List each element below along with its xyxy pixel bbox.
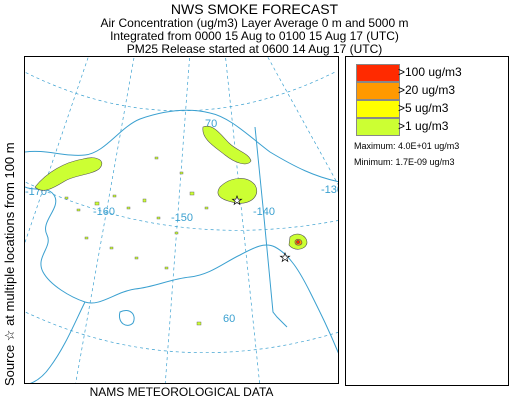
longitude-line-160 (75, 57, 135, 383)
smoke-patch (142, 198, 147, 203)
lon-label-150: -150 (171, 212, 193, 224)
legend-label-20: >20 ug/m3 (398, 83, 456, 97)
alaska-peninsula (30, 301, 86, 383)
smoke-patch (156, 216, 161, 220)
smoke-plume-west (34, 157, 103, 191)
legend-item-100: >100 ug/m3 (356, 64, 506, 82)
legend-item-20: >20 ug/m3 (356, 82, 506, 100)
legend-swatch-1 (356, 118, 400, 136)
smoke-patch (154, 156, 159, 160)
concentration-subtitle: Air Concentration (ug/m3) Layer Average … (100, 16, 409, 30)
source-star-icon (279, 252, 291, 263)
map-canvas: -170 -160 -150 -140 -130 70 60 (25, 57, 339, 383)
smoke-patches (64, 156, 209, 326)
coastline-south (84, 244, 338, 354)
legend-label-100: >100 ug/m3 (398, 65, 462, 79)
smoke-patch (196, 321, 202, 326)
coastline (25, 109, 338, 383)
latitude-line-60 (25, 181, 338, 231)
latitude-line-70 (25, 71, 336, 112)
smoke-patch (134, 256, 139, 260)
smoke-patch (76, 208, 81, 212)
legend-swatch-100 (356, 64, 400, 82)
alaska-canada-border (254, 126, 288, 328)
concentration-legend: >100 ug/m3 >20 ug/m3 >5 ug/m3 >1 ug/m3 M… (345, 56, 509, 386)
smoke-map: -170 -160 -150 -140 -130 70 60 (24, 56, 339, 384)
smoke-patch (112, 194, 117, 198)
map-graticule (25, 57, 338, 383)
smoke-patch (109, 246, 114, 250)
legend-item-5: >5 ug/m3 (356, 100, 506, 118)
lon-label-160: -160 (93, 206, 115, 218)
smoke-plume-yukon (202, 125, 252, 165)
source-markers (231, 195, 291, 263)
integration-period: Integrated from 0000 15 Aug to 0100 15 A… (110, 29, 399, 43)
smoke-patch (164, 266, 169, 270)
longitude-line-150 (164, 57, 190, 383)
smoke-plume-southeast-peak (296, 240, 300, 244)
meteorological-data-label: NAMS METEOROLOGICAL DATA (89, 385, 274, 399)
smoke-patch (94, 201, 100, 206)
smoke-patch (64, 196, 69, 200)
smoke-patch (189, 191, 195, 196)
release-info: PM25 Release started at 0600 14 Aug 17 (… (126, 42, 383, 56)
maximum-value: Maximum: 4.0E+01 ug/m3 (354, 141, 460, 151)
legend-item-1: >1 ug/m3 (356, 118, 506, 136)
latitude-line-50 (25, 311, 338, 354)
kodiak-island (118, 309, 135, 326)
legend-label-1: >1 ug/m3 (398, 119, 449, 133)
lon-label-140: -140 (253, 206, 275, 218)
lon-label-130: -130 (321, 184, 339, 196)
source-star-icon (231, 195, 243, 206)
smoke-patch (204, 206, 209, 210)
coastline-west (25, 186, 86, 303)
legend-swatch-20 (356, 82, 400, 100)
smoke-patch (126, 206, 131, 210)
longitude-line-170 (25, 57, 89, 244)
forecast-title: NWS SMOKE FORECAST (170, 1, 339, 17)
smoke-plume-interior (217, 178, 257, 204)
longitude-line-130 (267, 57, 338, 186)
longitude-line-140 (225, 57, 260, 383)
smoke-patch (179, 171, 184, 175)
map-tick-labels: -170 -160 -150 -140 -130 70 60 (25, 118, 339, 325)
smoke-patch (84, 236, 89, 240)
source-locations-label: Source ☆ at multiple locations from 100 … (2, 142, 17, 386)
smoke-plumes (34, 125, 308, 250)
legend-swatch-5 (356, 100, 400, 118)
legend-label-5: >5 ug/m3 (398, 101, 449, 115)
coastline-north (25, 109, 338, 183)
minimum-value: Minimum: 1.7E-09 ug/m3 (354, 157, 455, 167)
lat-label-60: 60 (223, 313, 235, 325)
smoke-patch (174, 231, 179, 235)
